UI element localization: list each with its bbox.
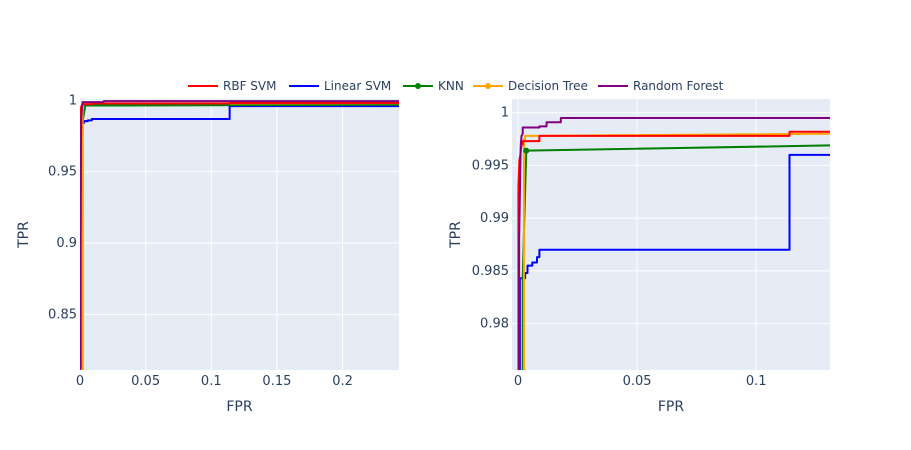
legend-label-random-forest: Random Forest — [633, 79, 724, 93]
chart-legend[interactable]: RBF SVM Linear SVM KNN Decision Tree Random … — [188, 79, 724, 93]
series-group — [517, 116, 830, 370]
legend-item-rbf-svm[interactable]: RBF SVM — [188, 79, 276, 93]
legend-item-knn[interactable]: KNN — [403, 79, 464, 93]
legend-label-linear-svm: Linear SVM — [324, 79, 391, 93]
legend-label-decision-tree: Decision Tree — [508, 79, 588, 93]
legend-item-random-forest[interactable]: Random Forest — [598, 79, 724, 93]
grid — [512, 99, 830, 370]
x-tick-label: 0 — [514, 374, 522, 389]
y-tick-label: 0.995 — [472, 158, 509, 173]
series-line-rbf-svm — [517, 130, 830, 370]
y-tick-label: 0.95 — [48, 165, 77, 180]
plot-area — [80, 99, 399, 370]
y-tick-label: 0.98 — [480, 317, 509, 332]
y-axis-title: TPR — [448, 221, 464, 249]
plot-area — [512, 99, 830, 370]
legend-marker-decision-tree — [485, 83, 491, 89]
marker-knn — [523, 147, 530, 154]
series-group — [80, 100, 399, 370]
panel-2: 0 0.05 0.1 0.98 0.985 0.99 0.995 1 FPR TPR — [448, 99, 830, 415]
series-line-random-forest — [80, 100, 399, 370]
x-axis-title: FPR — [226, 399, 252, 415]
y-tick-label: 1 — [501, 106, 509, 121]
chart-panels: 0 0.05 0.1 0.15 0.2 0.85 0.9 0.95 1 FPR TPR 0 0.05 0.… — [16, 93, 830, 415]
y-tick-label: 0.985 — [472, 264, 509, 279]
x-tick-label: 0 — [76, 374, 84, 389]
x-axis-title: FPR — [658, 399, 684, 415]
x-tick-label: 0.1 — [746, 374, 767, 389]
legend-label-knn: KNN — [438, 79, 464, 93]
y-tick-label: 0.9 — [56, 236, 77, 251]
y-tick-label: 0.99 — [480, 211, 509, 226]
legend-item-decision-tree[interactable]: Decision Tree — [473, 79, 588, 93]
y-tick-label: 1 — [69, 93, 77, 108]
x-tick-label: 0.1 — [201, 374, 222, 389]
y-axis-title: TPR — [16, 221, 32, 249]
series-line-linear-svm — [518, 153, 830, 370]
x-tick-label: 0.05 — [623, 374, 652, 389]
legend-item-linear-svm[interactable]: Linear SVM — [289, 79, 391, 93]
legend-marker-knn — [415, 83, 421, 89]
series-line-random-forest — [518, 116, 830, 370]
x-tick-label: 0.15 — [262, 374, 291, 389]
x-tick-label: 0.2 — [332, 374, 353, 389]
legend-label-rbf-svm: RBF SVM — [223, 79, 276, 93]
y-tick-label: 0.85 — [48, 307, 77, 322]
panel-1: 0 0.05 0.1 0.15 0.2 0.85 0.9 0.95 1 FPR TPR — [16, 93, 399, 415]
x-tick-label: 0.05 — [131, 374, 160, 389]
